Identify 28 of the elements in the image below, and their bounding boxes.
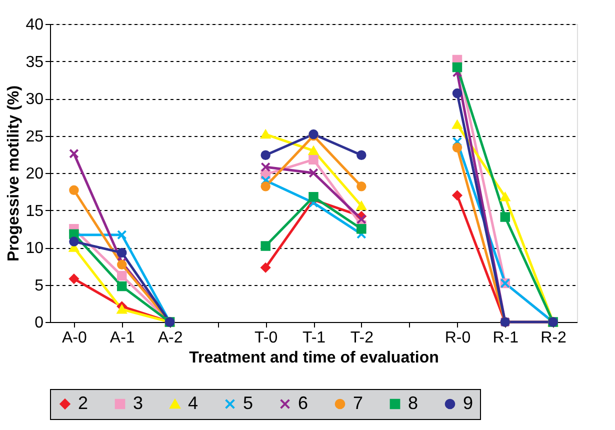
legend-label: 6 <box>298 393 308 413</box>
y-axis-title: Progessive motility (%) <box>6 85 23 262</box>
y-tick-label: 25 <box>26 128 44 146</box>
y-tick-label: 35 <box>26 54 44 71</box>
legend-label: 8 <box>408 393 418 413</box>
x-axis-title: Treatment and time of evaluation <box>189 350 439 366</box>
legend-label: 9 <box>463 393 474 413</box>
x-tick-label: T-2 <box>350 330 374 346</box>
x-tick-label: A-0 <box>62 330 87 346</box>
x-tick-label: T-0 <box>254 330 278 346</box>
y-tick-label: 10 <box>26 240 44 257</box>
legend-label: 7 <box>353 393 364 413</box>
y-tick-label: 40 <box>26 16 44 34</box>
y-tick-label: 15 <box>26 202 44 220</box>
x-tick-label: A-1 <box>110 330 135 346</box>
legend-label: 2 <box>78 393 88 413</box>
x-tick-label: T-1 <box>302 330 326 346</box>
y-tick-label: 20 <box>26 166 44 182</box>
x-tick-label: R-0 <box>444 330 471 346</box>
legend-label: 5 <box>243 393 254 413</box>
x-tick-label: R-1 <box>492 330 519 346</box>
legend-label: 4 <box>188 393 198 413</box>
legend-label: 3 <box>133 393 144 413</box>
y-tick-label: 0 <box>34 314 44 332</box>
y-tick-label: 5 <box>34 277 44 294</box>
y-tick-label: 30 <box>26 91 44 108</box>
x-tick-label: A-2 <box>158 330 183 346</box>
x-tick-label: R-2 <box>540 330 567 346</box>
